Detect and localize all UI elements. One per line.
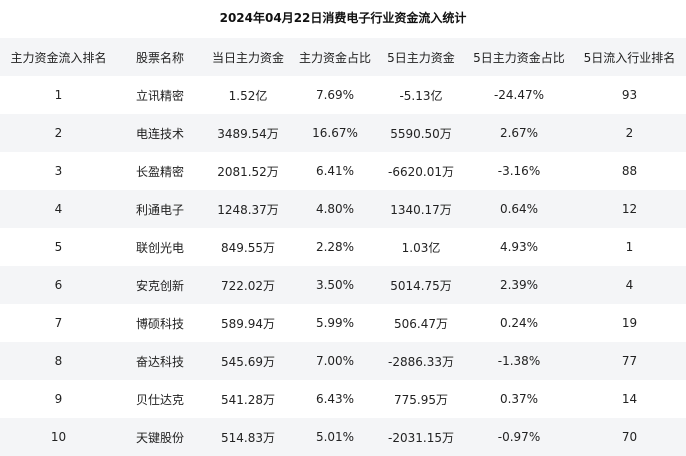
table-body: 1 立讯精密 1.52亿 7.69% -5.13亿 -24.47% 93 2 电…: [0, 76, 686, 456]
cell-daily-main-funds: 2081.52万: [217, 164, 279, 179]
cell-5day-industry-rank: 93: [621, 88, 638, 102]
cell-5day-main-funds-ratio: 0.64%: [499, 202, 539, 216]
cell-5day-industry-rank: 14: [621, 392, 638, 406]
column-header-5day-main-funds: 5日主力资金: [387, 50, 455, 65]
column-header-rank: 主力资金流入排名: [10, 50, 107, 65]
cell-rank: 8: [54, 354, 63, 368]
table-row: 3 长盈精密 2081.52万 6.41% -6620.01万 -3.16% 8…: [0, 152, 686, 190]
cell-rank: 9: [54, 392, 63, 406]
cell-stock-name: 利通电子: [135, 202, 184, 217]
cell-5day-main-funds: 5014.75万: [390, 278, 452, 293]
table-row: 9 贝仕达克 541.28万 6.43% 775.95万 0.37% 14: [0, 380, 686, 418]
cell-main-funds-ratio: 4.80%: [315, 202, 355, 216]
cell-5day-main-funds-ratio: -0.97%: [497, 430, 541, 444]
cell-main-funds-ratio: 2.28%: [315, 240, 355, 254]
cell-5day-main-funds-ratio: 0.24%: [499, 316, 539, 330]
cell-5day-main-funds: 506.47万: [394, 316, 448, 331]
cell-rank: 4: [54, 202, 63, 216]
column-header-stock-name: 股票名称: [135, 50, 184, 65]
cell-5day-main-funds: 775.95万: [394, 392, 448, 407]
cell-5day-main-funds: -2886.33万: [388, 354, 454, 369]
cell-daily-main-funds: 1248.37万: [217, 202, 279, 217]
column-header-5day-industry-rank: 5日流入行业排名: [583, 50, 676, 65]
cell-main-funds-ratio: 16.67%: [312, 126, 358, 140]
table-row: 7 博硕科技 589.94万 5.99% 506.47万 0.24% 19: [0, 304, 686, 342]
table-row: 6 安克创新 722.02万 3.50% 5014.75万 2.39% 4: [0, 266, 686, 304]
column-header-5day-main-funds-ratio: 5日主力资金占比: [473, 50, 565, 65]
cell-stock-name: 长盈精密: [135, 164, 184, 179]
cell-rank: 3: [54, 164, 63, 178]
cell-5day-industry-rank: 19: [621, 316, 638, 330]
cell-stock-name: 电连技术: [135, 126, 184, 141]
cell-5day-industry-rank: 88: [621, 164, 638, 178]
cell-5day-main-funds: -6620.01万: [388, 164, 454, 179]
cell-5day-main-funds: -5.13亿: [399, 88, 443, 103]
cell-daily-main-funds: 722.02万: [221, 278, 275, 293]
cell-daily-main-funds: 3489.54万: [217, 126, 279, 141]
cell-main-funds-ratio: 7.00%: [315, 354, 355, 368]
cell-daily-main-funds: 849.55万: [221, 240, 275, 255]
cell-5day-industry-rank: 4: [625, 278, 634, 292]
cell-5day-main-funds: -2031.15万: [388, 430, 454, 445]
table-header: 主力资金流入排名 股票名称 当日主力资金 主力资金占比 5日主力资金 5日主力资…: [0, 38, 686, 76]
cell-main-funds-ratio: 6.41%: [315, 164, 355, 178]
cell-daily-main-funds: 514.83万: [221, 430, 275, 445]
cell-main-funds-ratio: 5.01%: [315, 430, 355, 444]
cell-main-funds-ratio: 6.43%: [315, 392, 355, 406]
cell-rank: 6: [54, 278, 63, 292]
cell-daily-main-funds: 1.52亿: [228, 88, 268, 103]
cell-stock-name: 博硕科技: [135, 316, 184, 331]
cell-rank: 2: [54, 126, 63, 140]
cell-stock-name: 贝仕达克: [135, 392, 184, 407]
table-row: 5 联创光电 849.55万 2.28% 1.03亿 4.93% 1: [0, 228, 686, 266]
cell-rank: 10: [50, 430, 67, 444]
cell-5day-main-funds-ratio: -3.16%: [497, 164, 541, 178]
table-row: 8 奋达科技 545.69万 7.00% -2886.33万 -1.38% 77: [0, 342, 686, 380]
cell-5day-industry-rank: 77: [621, 354, 638, 368]
cell-5day-industry-rank: 70: [621, 430, 638, 444]
cell-main-funds-ratio: 5.99%: [315, 316, 355, 330]
header-row: 主力资金流入排名 股票名称 当日主力资金 主力资金占比 5日主力资金 5日主力资…: [0, 38, 686, 76]
cell-stock-name: 联创光电: [135, 240, 184, 255]
cell-daily-main-funds: 589.94万: [221, 316, 275, 331]
cell-5day-main-funds: 5590.50万: [390, 126, 452, 141]
cell-5day-industry-rank: 1: [625, 240, 634, 254]
cell-5day-main-funds-ratio: -24.47%: [493, 88, 545, 102]
cell-5day-main-funds: 1.03亿: [401, 240, 441, 255]
cell-5day-main-funds-ratio: -1.38%: [497, 354, 541, 368]
table-row: 1 立讯精密 1.52亿 7.69% -5.13亿 -24.47% 93: [0, 76, 686, 114]
cell-5day-industry-rank: 12: [621, 202, 638, 216]
cell-stock-name: 天键股份: [135, 430, 184, 445]
table-row: 10 天键股份 514.83万 5.01% -2031.15万 -0.97% 7…: [0, 418, 686, 456]
table-row: 2 电连技术 3489.54万 16.67% 5590.50万 2.67% 2: [0, 114, 686, 152]
cell-5day-main-funds-ratio: 2.39%: [499, 278, 539, 292]
fund-flow-table: 主力资金流入排名 股票名称 当日主力资金 主力资金占比 5日主力资金 5日主力资…: [0, 38, 686, 456]
cell-5day-main-funds-ratio: 0.37%: [499, 392, 539, 406]
cell-5day-main-funds-ratio: 4.93%: [499, 240, 539, 254]
cell-5day-main-funds-ratio: 2.67%: [499, 126, 539, 140]
column-header-main-funds-ratio: 主力资金占比: [298, 50, 371, 65]
cell-stock-name: 立讯精密: [135, 88, 184, 103]
cell-daily-main-funds: 545.69万: [221, 354, 275, 369]
cell-main-funds-ratio: 7.69%: [315, 88, 355, 102]
cell-rank: 5: [54, 240, 63, 254]
cell-stock-name: 奋达科技: [135, 354, 184, 369]
cell-rank: 7: [54, 316, 63, 330]
table-row: 4 利通电子 1248.37万 4.80% 1340.17万 0.64% 12: [0, 190, 686, 228]
table-title: 2024年04月22日消费电子行业资金流入统计: [219, 11, 467, 25]
cell-5day-industry-rank: 2: [625, 126, 634, 140]
cell-stock-name: 安克创新: [135, 278, 184, 293]
cell-daily-main-funds: 541.28万: [221, 392, 275, 407]
cell-rank: 1: [54, 88, 63, 102]
column-header-daily-main-funds: 当日主力资金: [211, 50, 284, 65]
cell-5day-main-funds: 1340.17万: [390, 202, 452, 217]
cell-main-funds-ratio: 3.50%: [315, 278, 355, 292]
